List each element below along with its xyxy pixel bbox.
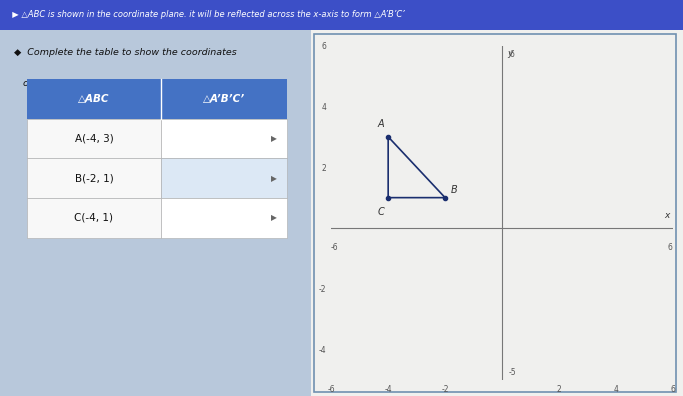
Text: A: A (377, 119, 384, 129)
Text: 6: 6 (667, 243, 672, 252)
Text: △ABC: △ABC (78, 94, 110, 104)
FancyBboxPatch shape (27, 198, 161, 238)
Text: A(-4, 3): A(-4, 3) (74, 133, 113, 144)
Text: y: y (507, 49, 513, 57)
FancyBboxPatch shape (161, 158, 287, 198)
Text: ▶: ▶ (270, 213, 277, 222)
Text: C: C (377, 207, 384, 217)
FancyBboxPatch shape (0, 0, 683, 30)
Text: -5: -5 (509, 368, 517, 377)
FancyBboxPatch shape (161, 198, 287, 238)
Text: △A’B’C’: △A’B’C’ (203, 94, 245, 104)
FancyBboxPatch shape (311, 30, 683, 396)
Text: B: B (451, 185, 458, 194)
Text: C(-4, 1): C(-4, 1) (74, 213, 113, 223)
Text: ▶: ▶ (270, 174, 277, 183)
Text: ▶: ▶ (270, 134, 277, 143)
FancyBboxPatch shape (27, 158, 161, 198)
Text: -6: -6 (331, 243, 338, 252)
Text: x: x (665, 211, 670, 221)
Text: 6: 6 (509, 50, 514, 59)
FancyBboxPatch shape (27, 79, 287, 119)
FancyBboxPatch shape (161, 119, 287, 158)
Text: ▶ △ABC is shown in the coordinate plane. it will be reflected across the x-axis : ▶ △ABC is shown in the coordinate plane.… (7, 10, 404, 19)
FancyBboxPatch shape (314, 34, 676, 392)
FancyBboxPatch shape (27, 119, 161, 158)
Text: B(-2, 1): B(-2, 1) (74, 173, 113, 183)
Text: ◆  Complete the table to show the coordinates: ◆ Complete the table to show the coordin… (14, 48, 236, 57)
Text: of △ABC and its image.: of △ABC and its image. (14, 79, 133, 88)
